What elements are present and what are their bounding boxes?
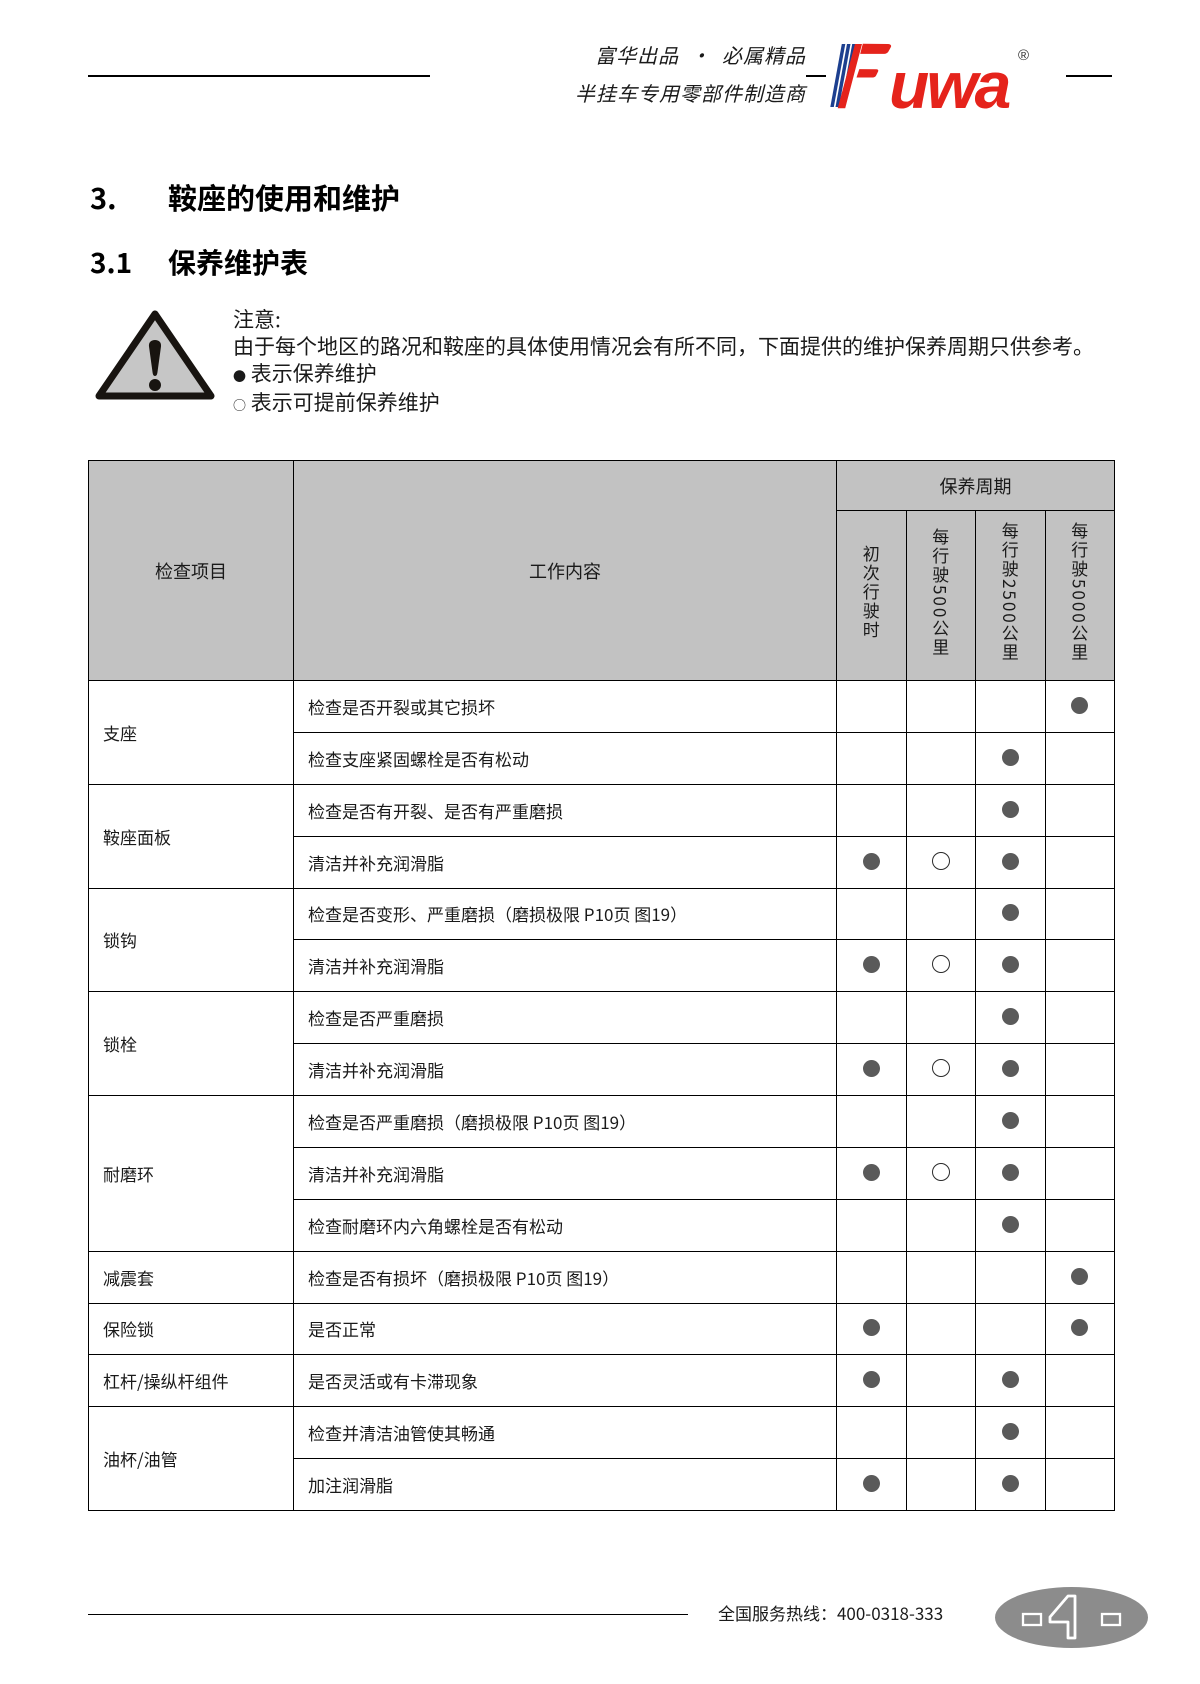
svg-text:uwa: uwa: [889, 48, 1010, 122]
svg-text:®: ®: [1018, 47, 1029, 64]
